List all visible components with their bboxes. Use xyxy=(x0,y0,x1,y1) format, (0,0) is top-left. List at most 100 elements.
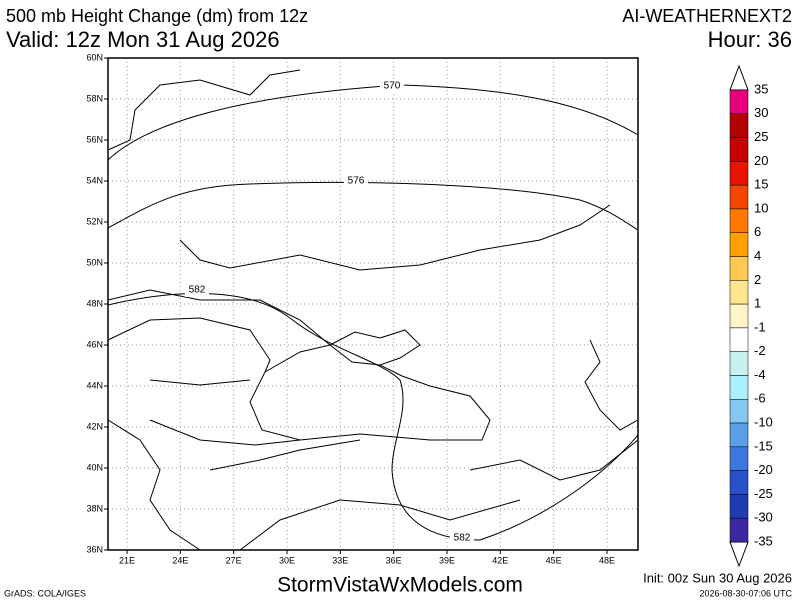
colorbar-label: -2 xyxy=(754,343,766,358)
coastline xyxy=(329,329,421,366)
colorbar-label: 30 xyxy=(754,105,768,120)
contour-label-bg xyxy=(380,79,404,93)
colorbar-box xyxy=(729,184,749,210)
colorbar-label: -4 xyxy=(754,367,766,382)
lat-label: 58N xyxy=(86,93,103,103)
colorbar-label: -30 xyxy=(754,510,773,525)
contour-label-bg xyxy=(344,174,368,188)
colorbar-label: 1 xyxy=(754,296,761,311)
lat-label: 56N xyxy=(86,134,103,144)
coastline xyxy=(249,344,491,441)
colorbar-box xyxy=(729,517,749,543)
contour-label-bg xyxy=(450,531,474,545)
lon-label: 24E xyxy=(172,555,188,565)
contours: 570 576 582 582 xyxy=(107,79,639,545)
contour-label: 582 xyxy=(189,285,206,296)
border xyxy=(179,204,611,271)
lat-label: 48N xyxy=(86,298,103,308)
lat-label: 36N xyxy=(86,544,103,554)
colorbar-label: 25 xyxy=(754,129,768,144)
lon-label: 42E xyxy=(492,555,508,565)
contour-line xyxy=(107,84,639,161)
colorbar-end xyxy=(729,64,749,91)
border xyxy=(209,439,639,481)
colorbar-label: -1 xyxy=(754,319,766,334)
lat-label: 46N xyxy=(86,339,103,349)
coastline xyxy=(107,69,301,151)
colorbar-box xyxy=(729,303,749,329)
colorbar-label: -25 xyxy=(754,486,773,501)
colorbar-label: -10 xyxy=(754,414,773,429)
colorbar-box xyxy=(729,470,749,495)
lat-label: 38N xyxy=(86,503,103,513)
lon-label: 27E xyxy=(226,555,242,565)
colorbar-box xyxy=(729,280,749,305)
colorbar-label: 15 xyxy=(754,177,768,192)
site-name: StormVistaWxModels.com xyxy=(277,574,523,597)
lon-label: 39E xyxy=(439,555,455,565)
colorbar-label: 6 xyxy=(754,224,761,239)
lon-label: 21E xyxy=(119,555,135,565)
border xyxy=(149,379,301,446)
coastline xyxy=(584,339,639,431)
colorbar-box xyxy=(729,161,749,186)
lat-label: 40N xyxy=(86,462,103,472)
coastlines xyxy=(107,69,639,551)
valid-time: Valid: 12z Mon 31 Aug 2026 xyxy=(6,27,280,52)
colorbar-label: 20 xyxy=(754,153,768,168)
colorbar-label: -35 xyxy=(754,533,773,548)
colorbar-box xyxy=(729,327,749,352)
lat-label: 50N xyxy=(86,257,103,267)
colorbar-label: 10 xyxy=(754,200,768,215)
colorbar-box xyxy=(729,113,749,138)
colorbar-box xyxy=(729,399,749,424)
map-axes: 60N 58N 56N 54N 52N 50N 48N 46N 44N 42N 40N 38N 36N 2… xyxy=(86,52,614,565)
border xyxy=(239,499,521,551)
colorbar-box xyxy=(729,422,749,448)
border xyxy=(107,317,271,373)
colorbar-box xyxy=(729,446,749,471)
contour-label: 582 xyxy=(454,533,471,544)
coastline xyxy=(107,419,201,551)
colorbar-box xyxy=(729,137,749,162)
colorbar-label: -6 xyxy=(754,391,766,406)
lat-label: 44N xyxy=(86,380,103,390)
grid xyxy=(108,58,638,550)
lon-label: 45E xyxy=(546,555,562,565)
credit: GrADS: COLA/IGES xyxy=(4,588,86,598)
contour-label: 576 xyxy=(348,176,365,187)
lon-label: 36E xyxy=(386,555,402,565)
title: 500 mb Height Change (dm) from 12z xyxy=(6,6,308,26)
colorbar-box xyxy=(729,494,749,519)
colorbar-box xyxy=(729,256,749,281)
colorbar: 35 30 25 20 15 10 6 4 2 1 -1 -2 -4 -6 -10 -15 -20 -25 -30 -… xyxy=(729,64,773,568)
lat-label: 52N xyxy=(86,216,103,226)
colorbar-label: 2 xyxy=(754,272,761,287)
lon-label: 48E xyxy=(599,555,615,565)
init-time: Init: 00z Sun 30 Aug 2026 xyxy=(643,570,792,585)
model-name: AI-WEATHERNEXT2 xyxy=(622,6,792,26)
lon-label: 30E xyxy=(279,555,295,565)
colorbar-box xyxy=(729,208,749,233)
colorbar-label: 35 xyxy=(754,81,768,96)
colorbar-label: 4 xyxy=(754,248,761,263)
lat-label: 42N xyxy=(86,421,103,431)
border xyxy=(107,289,331,346)
colorbar-box xyxy=(729,351,749,376)
contour-label-bg xyxy=(185,283,209,297)
contour-label: 570 xyxy=(384,81,401,92)
contour-line xyxy=(107,181,639,231)
forecast-hour: Hour: 36 xyxy=(708,27,792,52)
colorbar-box xyxy=(729,232,749,257)
lat-label: 54N xyxy=(86,175,103,185)
colorbar-label: -20 xyxy=(754,462,773,477)
colorbar-box xyxy=(729,375,749,400)
lon-label: 33E xyxy=(332,555,348,565)
colorbar-box xyxy=(729,89,749,115)
lat-label: 60N xyxy=(86,52,103,62)
timestamp: 2026-08-30-07:06 UTC xyxy=(699,588,792,598)
colorbar-label: -15 xyxy=(754,438,773,453)
colorbar-end xyxy=(729,541,749,568)
contour-line xyxy=(107,293,639,541)
